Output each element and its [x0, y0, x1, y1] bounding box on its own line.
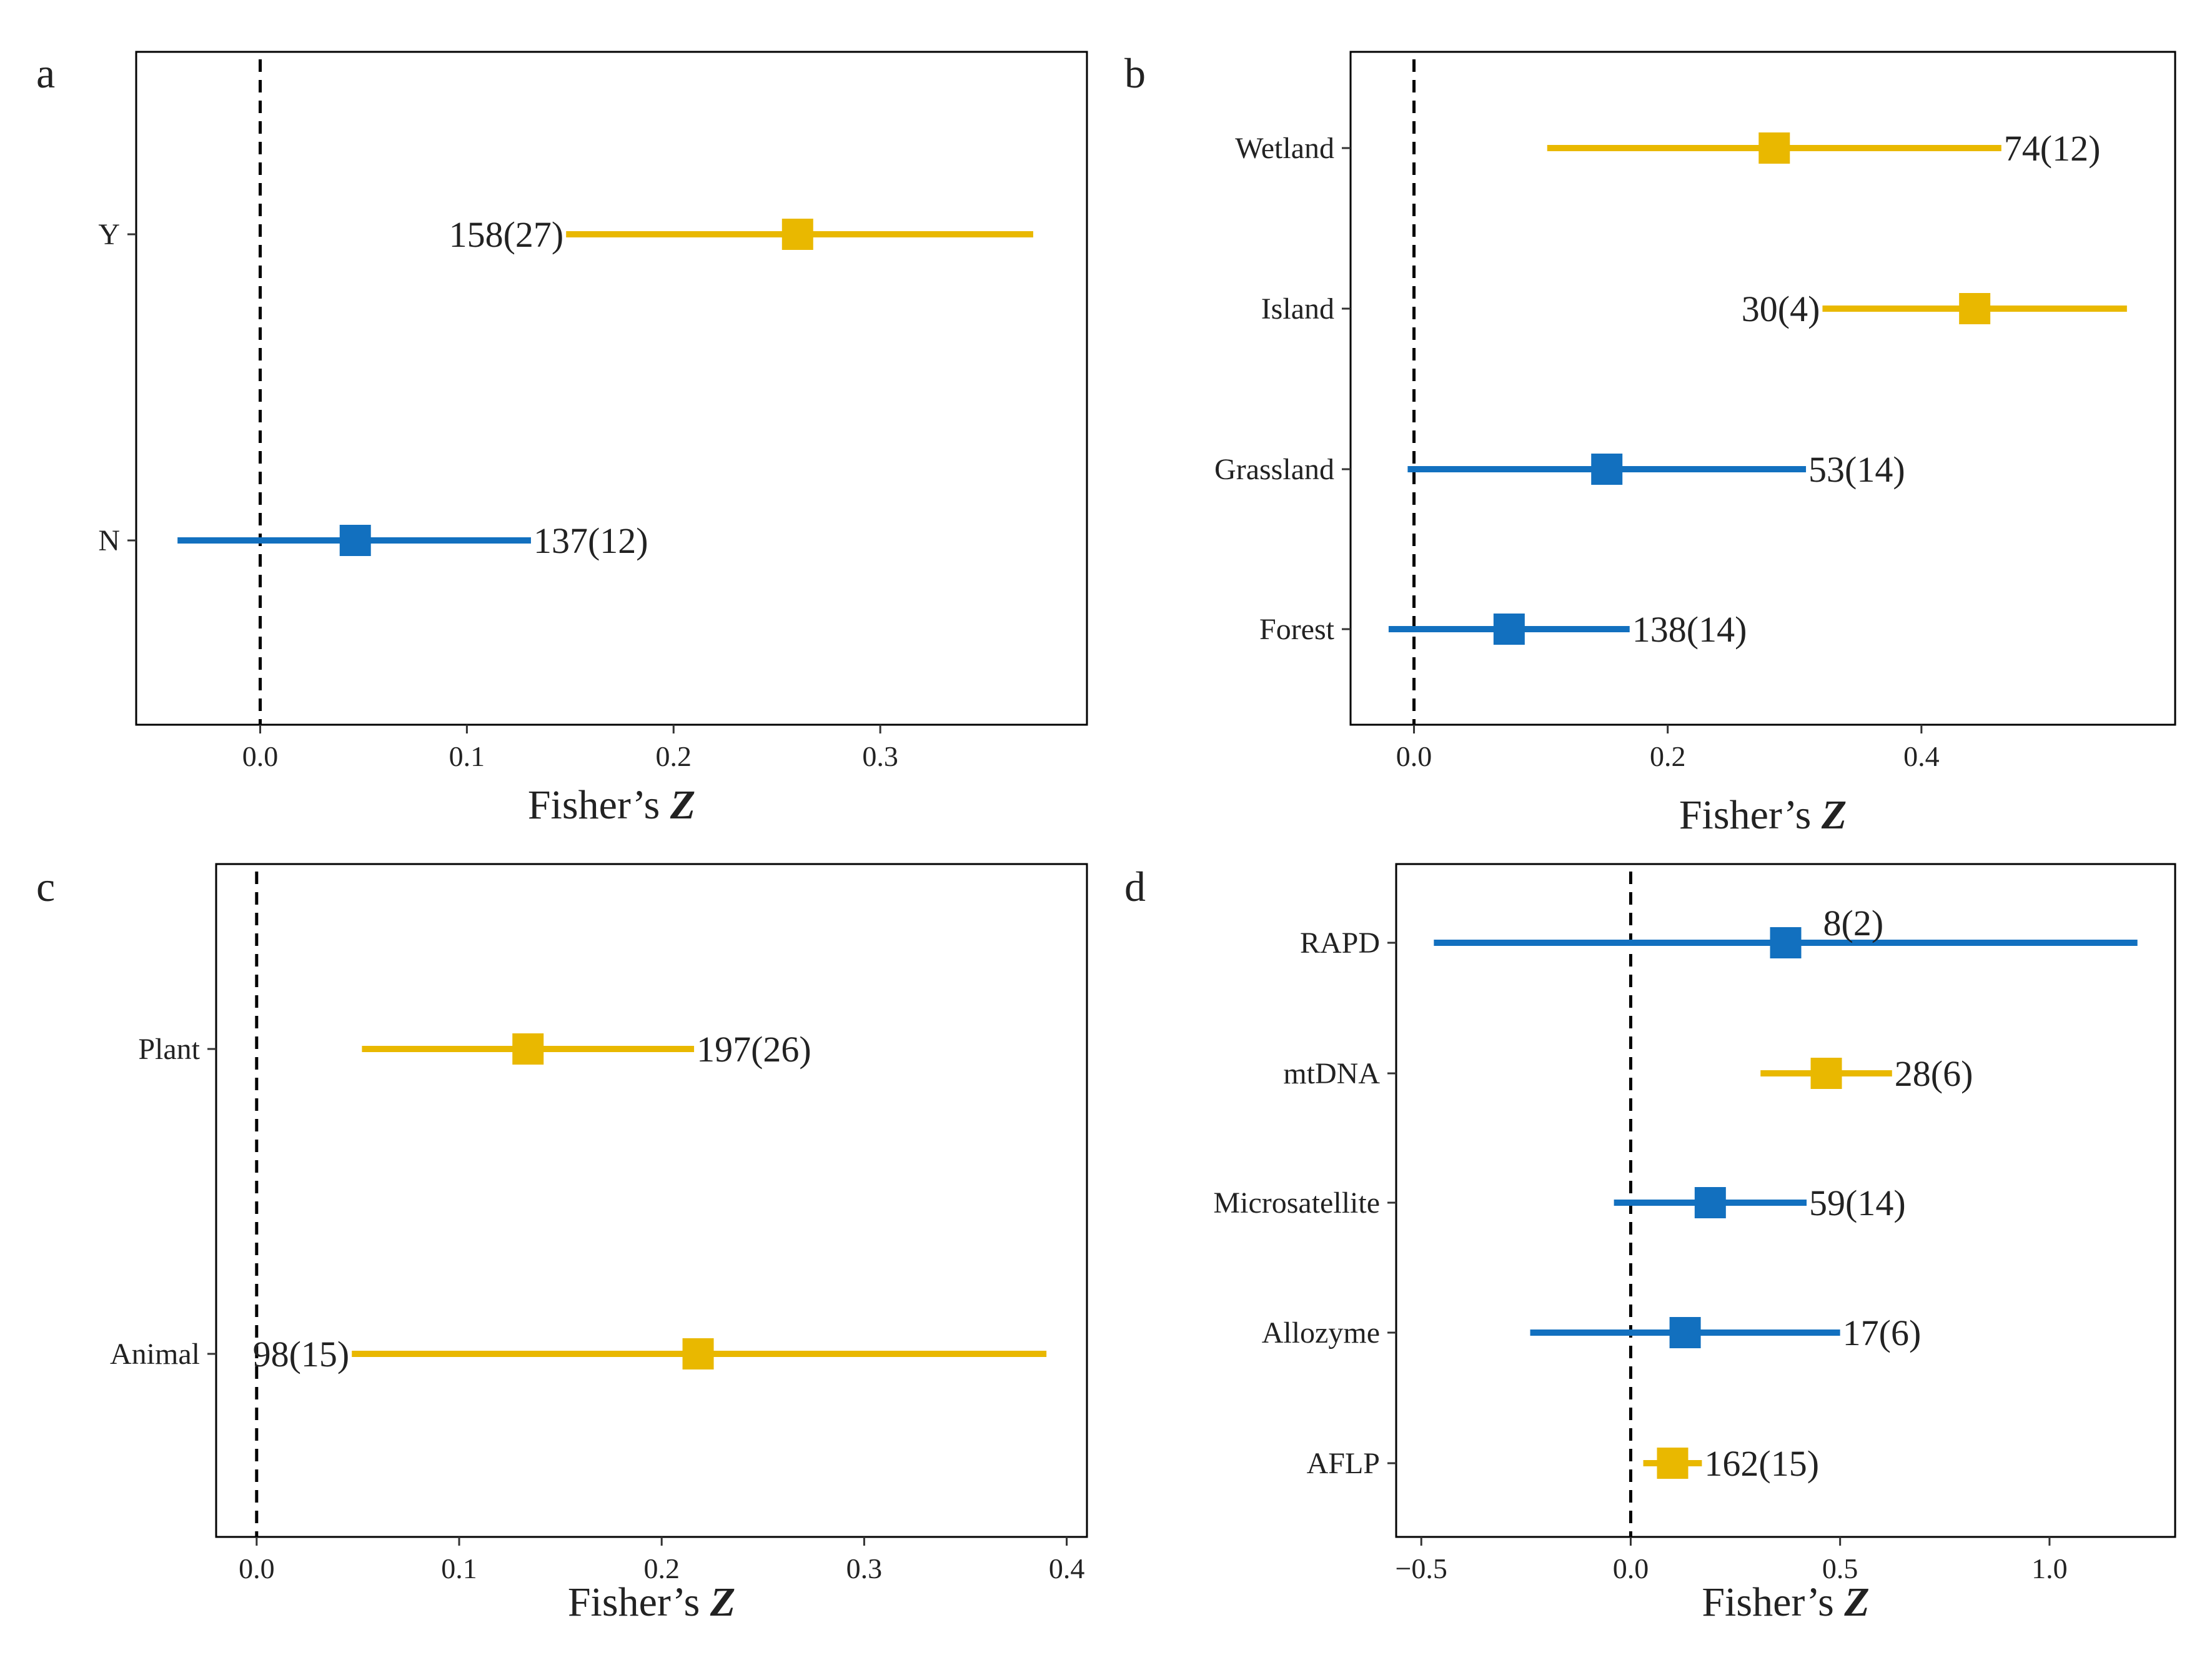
effect-size-marker [1669, 1317, 1701, 1348]
x-tick-label: 0.3 [862, 740, 898, 772]
sample-size-label: 17(6) [1843, 1313, 1922, 1353]
x-tick-label: 0.2 [643, 1553, 680, 1584]
x-tick-label: 0.2 [656, 740, 692, 772]
category-label: mtDNA [1283, 1057, 1380, 1090]
sample-size-label: 59(14) [1809, 1183, 1906, 1223]
row-forest: Forest 138(14) [1259, 609, 1747, 650]
category-label: N [98, 524, 120, 557]
row-rapd: RAPD 8(2) [1300, 903, 2138, 960]
row-island: Island 30(4) [1261, 289, 2127, 329]
effect-size-marker [1758, 132, 1790, 164]
effect-size-marker [1657, 1448, 1689, 1479]
x-tick-label: 0.1 [441, 1553, 477, 1584]
sample-size-label: 162(15) [1704, 1443, 1819, 1484]
x-tick-label: 0.2 [1650, 740, 1686, 772]
effect-size-marker [1959, 293, 1991, 324]
sample-size-label: 74(12) [2004, 128, 2101, 169]
panel-frame [135, 51, 1088, 726]
effect-size-marker [1694, 1187, 1726, 1218]
x-tick-label: 0.0 [239, 1553, 275, 1584]
sample-size-label: 98(15) [253, 1334, 350, 1374]
sample-size-label: 137(12) [533, 520, 648, 561]
row-allozyme: Allozyme 17(6) [1262, 1313, 1922, 1353]
panel-letter: d [1124, 863, 1146, 910]
effect-size-marker [1493, 614, 1525, 645]
effect-size-marker [682, 1338, 714, 1369]
sample-size-label: 138(14) [1632, 609, 1747, 650]
x-axis-title: Fisher’s Z [1679, 792, 1847, 838]
effect-size-marker [512, 1033, 544, 1065]
row-plant: Plant 197(26) [138, 1029, 811, 1070]
panel-a: a 0.0 0.1 0.2 0.3 Fisher’s Z Y 158(27) N 137(12) [36, 49, 1088, 828]
sample-size-label: 8(2) [1823, 903, 1884, 943]
category-label: Wetland [1235, 132, 1334, 165]
category-label: Microsatellite [1213, 1186, 1380, 1220]
x-tick-label: 0.1 [449, 740, 485, 772]
x-tick-label: 0.0 [242, 740, 279, 772]
category-label: Grassland [1214, 453, 1334, 486]
panel-frame [1395, 863, 2176, 1538]
row-animal: Animal 98(15) [110, 1334, 1047, 1374]
panel-letter: b [1124, 49, 1146, 97]
x-tick-label: −0.5 [1395, 1553, 1447, 1584]
category-label: Island [1261, 292, 1334, 326]
sample-size-label: 158(27) [449, 214, 564, 255]
category-label: Plant [138, 1033, 200, 1066]
row-mtdna: mtDNA 28(6) [1283, 1053, 1973, 1094]
category-label: Y [98, 218, 120, 251]
x-axis-title: Fisher’s Z [568, 1579, 735, 1625]
row-grassland: Grassland 53(14) [1214, 449, 1905, 490]
panel-c: c 0.0 0.1 0.2 0.3 0.4 Fisher’s Z Plant 197(26) An… [36, 863, 1088, 1625]
effect-size-marker [1810, 1058, 1842, 1089]
x-tick-label: 0.3 [846, 1553, 883, 1584]
row-wetland: Wetland 74(12) [1235, 128, 2100, 169]
x-tick-label: 1.0 [2031, 1553, 2068, 1584]
row-aflp: AFLP 162(15) [1307, 1443, 1819, 1484]
category-label: Forest [1259, 613, 1335, 646]
sample-size-label: 53(14) [1808, 449, 1905, 490]
category-label: Animal [110, 1338, 200, 1371]
x-axis-title: Fisher’s Z [1702, 1579, 1869, 1625]
sample-size-label: 28(6) [1895, 1053, 1973, 1094]
x-axis-title: Fisher’s Z [528, 782, 695, 828]
row-n: N 137(12) [98, 520, 648, 561]
sample-size-label: 197(26) [697, 1029, 811, 1070]
effect-size-marker [1770, 927, 1802, 958]
x-tick-label: 0.4 [1903, 740, 1940, 772]
panel-frame [215, 863, 1088, 1538]
panel-d: d −0.5 0.0 0.5 1.0 Fisher’s Z RAPD 8(2) mtDNA 28(… [1124, 863, 2176, 1625]
x-tick-label: 0.0 [1613, 1553, 1649, 1584]
panel-frame [1349, 51, 2176, 726]
row-microsatellite: Microsatellite 59(14) [1213, 1183, 1905, 1223]
category-label: AFLP [1307, 1447, 1380, 1480]
x-tick-label: 0.5 [1822, 1553, 1858, 1584]
category-label: Allozyme [1262, 1316, 1380, 1349]
effect-size-marker [781, 219, 813, 250]
panel-letter: c [36, 863, 55, 910]
effect-size-marker [339, 525, 371, 556]
effect-size-marker [1591, 454, 1623, 485]
x-tick-label: 0.4 [1049, 1553, 1085, 1584]
panel-letter: a [36, 49, 55, 97]
panel-b: b 0.0 0.2 0.4 Fisher’s Z Wetland 74(12) Island 3… [1124, 49, 2176, 838]
sample-size-label: 30(4) [1742, 289, 1820, 329]
row-y: Y 158(27) [98, 214, 1033, 255]
category-label: RAPD [1300, 927, 1380, 960]
x-tick-label: 0.0 [1396, 740, 1432, 772]
